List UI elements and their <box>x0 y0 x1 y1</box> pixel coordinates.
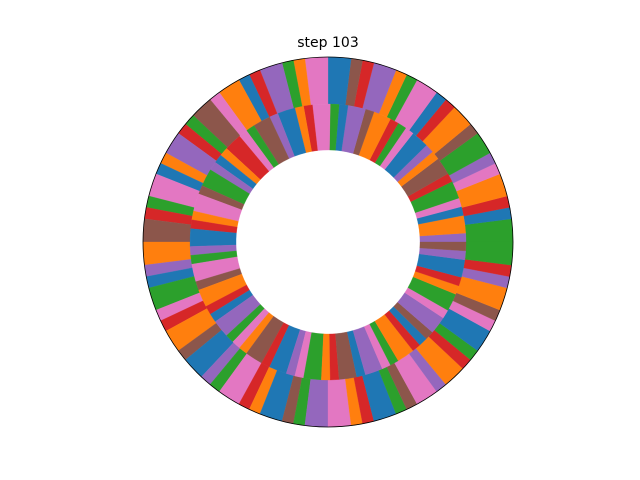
chart-title: step 103 <box>297 35 358 51</box>
wedge <box>419 241 467 252</box>
outer-edge <box>142 56 514 428</box>
